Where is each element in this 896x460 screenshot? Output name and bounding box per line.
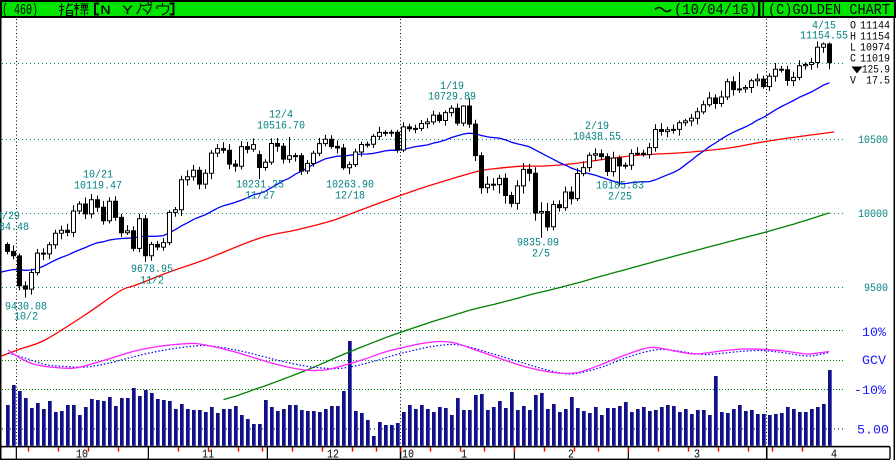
svg-text:N Y: N Y: [100, 3, 133, 18]
svg-text:17.5: 17.5: [866, 76, 890, 88]
svg-text:-10%: -10%: [854, 383, 886, 398]
svg-text:4: 4: [831, 448, 837, 460]
svg-text:10185.83: 10185.83: [596, 180, 644, 192]
svg-text:C: C: [850, 54, 856, 66]
svg-text:10438.55: 10438.55: [573, 131, 621, 143]
svg-text:(10/04/16): (10/04/16): [674, 2, 757, 19]
svg-text:11/27: 11/27: [245, 190, 275, 202]
svg-text:12/4: 12/4: [269, 109, 293, 121]
svg-text:11144: 11144: [860, 21, 890, 33]
svg-text:12: 12: [327, 448, 339, 460]
svg-text:10500: 10500: [858, 135, 888, 147]
svg-text:10729.89: 10729.89: [428, 91, 476, 103]
svg-text:2: 2: [568, 448, 574, 460]
svg-text:9500: 9500: [864, 283, 888, 295]
svg-text:2/19: 2/19: [585, 121, 609, 133]
svg-text:5.00: 5.00: [857, 423, 889, 438]
svg-text:O: O: [850, 21, 856, 33]
svg-text:11154: 11154: [860, 32, 890, 44]
svg-text:10119.47: 10119.47: [74, 180, 122, 192]
svg-text:L: L: [850, 43, 856, 55]
svg-text:10/21: 10/21: [83, 169, 113, 181]
svg-text:10974: 10974: [860, 43, 890, 55]
svg-text:( 460): ( 460): [2, 2, 38, 19]
svg-text:10: 10: [402, 448, 414, 460]
svg-text:9430.08: 9430.08: [5, 301, 47, 313]
svg-text:12/18: 12/18: [335, 190, 365, 202]
svg-text:2/5: 2/5: [532, 248, 550, 260]
svg-text:10231.25: 10231.25: [236, 179, 284, 191]
svg-text:10/2: 10/2: [14, 311, 38, 323]
svg-text:11: 11: [202, 448, 214, 460]
svg-text:11154.55: 11154.55: [800, 30, 848, 42]
svg-text:9/29: 9/29: [0, 211, 20, 223]
svg-text:9835.09: 9835.09: [517, 237, 559, 249]
svg-text:125.9: 125.9: [862, 65, 890, 77]
svg-text:9678.95: 9678.95: [131, 264, 173, 276]
svg-text:10000: 10000: [858, 209, 888, 221]
svg-text:11/2: 11/2: [140, 275, 164, 287]
svg-text:1/19: 1/19: [440, 81, 464, 93]
svg-text:11019: 11019: [860, 54, 890, 66]
svg-text:2/25: 2/25: [608, 191, 632, 203]
svg-text:10516.70: 10516.70: [257, 120, 305, 132]
svg-text:1: 1: [461, 448, 467, 460]
svg-text:10%: 10%: [862, 325, 886, 340]
svg-text:9784.48: 9784.48: [0, 222, 29, 234]
svg-text:4/15: 4/15: [812, 20, 836, 32]
svg-text:V: V: [850, 76, 856, 88]
svg-text:GCV: GCV: [862, 353, 886, 368]
svg-text:10: 10: [76, 448, 88, 460]
svg-text:H: H: [850, 32, 856, 44]
svg-text:(C)GOLDEN CHART: (C)GOLDEN CHART: [768, 2, 890, 19]
svg-text:3: 3: [694, 448, 700, 460]
svg-text:10263.90: 10263.90: [326, 179, 374, 191]
